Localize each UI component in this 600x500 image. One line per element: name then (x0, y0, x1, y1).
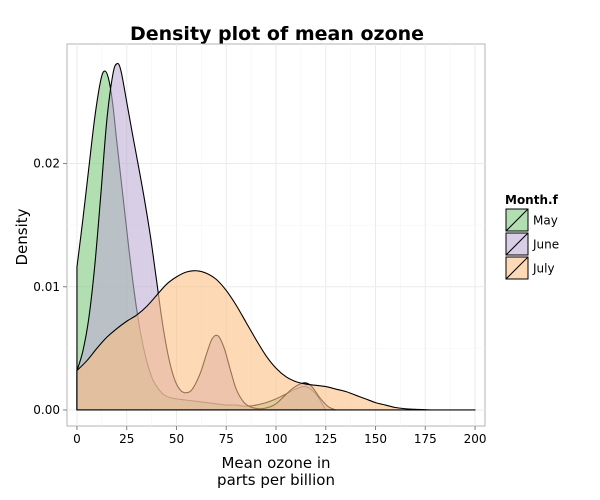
x-tick-label: 175 (414, 432, 437, 446)
y-axis-label: Density (13, 208, 31, 265)
x-tick-label: 75 (219, 432, 234, 446)
y-tick-label: 0.00 (33, 403, 60, 417)
density-areas (76, 62, 476, 411)
x-tick-label: 150 (364, 432, 387, 446)
x-axis-label-line-1: Mean ozone in (221, 454, 330, 472)
legend-key-slash (505, 208, 529, 232)
legend-item-july: July (505, 256, 555, 280)
x-tick-label: 125 (314, 432, 337, 446)
legend-title: Month.f (505, 193, 559, 207)
x-tick-label: 0 (73, 432, 81, 446)
legend-key-slash (505, 256, 529, 280)
density-area-july (76, 270, 476, 411)
legend: Month.f May June July (505, 193, 559, 280)
legend-key-slash (505, 232, 529, 256)
y-axis-ticks: 0.00 0.01 0.02 (33, 157, 67, 417)
y-tick-label: 0.02 (33, 157, 60, 171)
x-tick-label: 25 (119, 432, 134, 446)
x-tick-label: 50 (169, 432, 184, 446)
legend-items: May June July (505, 208, 559, 280)
legend-item-june: June (505, 232, 559, 256)
chart-title: Density plot of mean ozone (130, 23, 424, 45)
x-axis-ticks: 0 25 50 75 100 125 150 175 200 (73, 426, 487, 446)
legend-item-may: May (505, 208, 558, 232)
legend-label-june: June (532, 238, 559, 252)
legend-label-july: July (532, 262, 555, 276)
legend-label-may: May (533, 214, 558, 228)
x-tick-label: 100 (265, 432, 288, 446)
x-tick-label: 200 (464, 432, 487, 446)
y-tick-label: 0.01 (33, 280, 60, 294)
x-axis-label-line-2: parts per billion (217, 471, 335, 489)
